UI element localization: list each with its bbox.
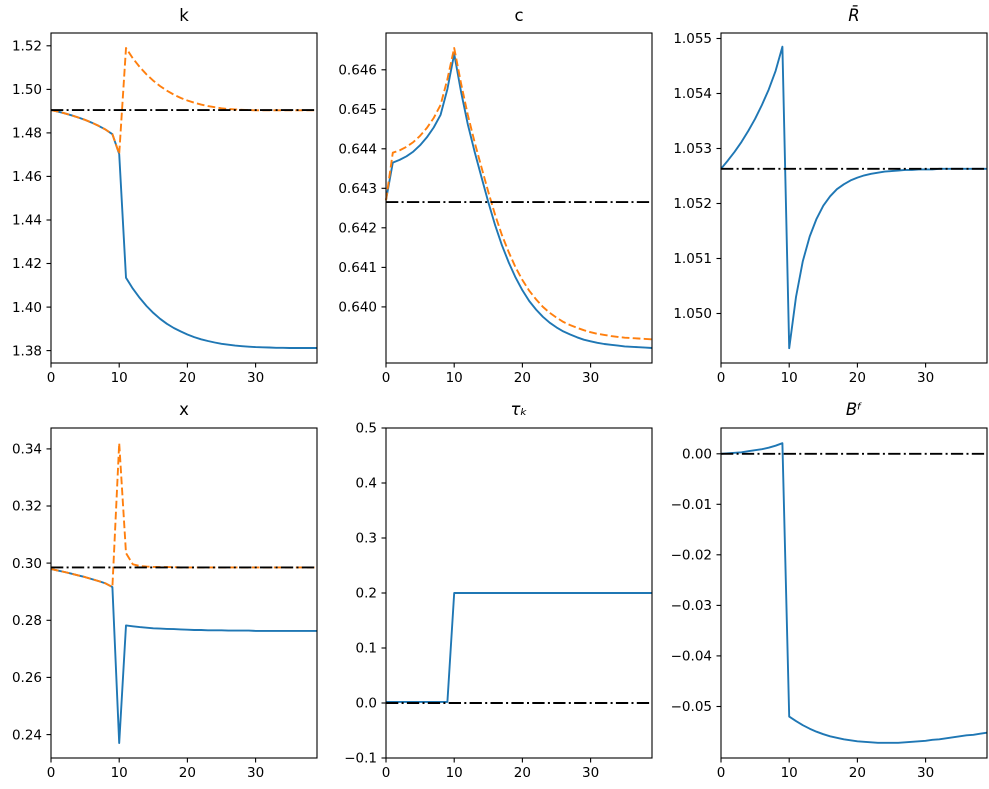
svg-text:10: 10 — [781, 765, 798, 781]
svg-text:0: 0 — [717, 765, 726, 781]
svg-text:0.0: 0.0 — [356, 696, 377, 712]
svg-text:10: 10 — [111, 765, 128, 781]
svg-text:1.050: 1.050 — [673, 306, 712, 322]
svg-text:0.4: 0.4 — [356, 476, 377, 492]
svg-text:30: 30 — [247, 370, 264, 386]
svg-text:0.24: 0.24 — [12, 727, 42, 743]
svg-text:30: 30 — [917, 765, 934, 781]
plot-title-tauk: τₖ — [510, 400, 528, 419]
svg-text:0.28: 0.28 — [12, 613, 42, 629]
svg-text:0.00: 0.00 — [682, 446, 712, 462]
svg-text:10: 10 — [781, 370, 798, 386]
svg-text:1.46: 1.46 — [12, 169, 42, 185]
svg-text:0.3: 0.3 — [356, 531, 377, 547]
plot-title-c: c — [514, 6, 524, 25]
svg-text:20: 20 — [849, 765, 866, 781]
subplot-bf: Bᶠ 0.00 −0.01 −0.02 −0.03 −0.04 −0.05 0 10 20 30 — [670, 394, 989, 789]
svg-text:0: 0 — [382, 370, 391, 386]
svg-text:−0.01: −0.01 — [671, 497, 712, 513]
svg-text:30: 30 — [917, 370, 934, 386]
svg-text:20: 20 — [849, 370, 866, 386]
svg-text:1.50: 1.50 — [12, 82, 42, 98]
svg-text:30: 30 — [582, 765, 599, 781]
svg-text:−0.1: −0.1 — [344, 751, 377, 767]
svg-text:20: 20 — [514, 370, 531, 386]
svg-text:0.644: 0.644 — [338, 141, 377, 157]
svg-text:0.26: 0.26 — [12, 670, 42, 686]
svg-text:−0.02: −0.02 — [671, 548, 712, 564]
svg-text:0.641: 0.641 — [338, 260, 377, 276]
svg-text:0.34: 0.34 — [12, 442, 42, 458]
svg-text:1.38: 1.38 — [12, 343, 42, 359]
svg-text:0: 0 — [382, 765, 391, 781]
plot-canvas-c: 0.640 0.641 0.642 0.643 0.644 0.645 0.646 0 10 20… — [338, 32, 653, 386]
svg-text:0.645: 0.645 — [338, 102, 377, 118]
svg-text:0.1: 0.1 — [356, 641, 377, 657]
svg-text:1.054: 1.054 — [673, 86, 712, 102]
plot-canvas-tauk: −0.1 0.0 0.1 0.2 0.3 0.4 0.5 0 10 20 30 — [344, 421, 653, 781]
svg-text:0.32: 0.32 — [12, 499, 42, 515]
subplot-k: k 1.38 1.40 1.42 1.44 1.46 1.48 1.50 1.52 0 10 20 3… — [0, 0, 335, 394]
plot-title-rbar: R̄ — [848, 6, 860, 25]
svg-text:1.053: 1.053 — [673, 141, 712, 157]
svg-text:−0.04: −0.04 — [671, 649, 712, 665]
svg-text:1.055: 1.055 — [673, 31, 712, 47]
svg-text:20: 20 — [514, 765, 531, 781]
svg-text:1.051: 1.051 — [673, 251, 712, 267]
svg-text:0.5: 0.5 — [356, 421, 377, 437]
svg-text:0.642: 0.642 — [338, 221, 377, 237]
svg-text:0.2: 0.2 — [356, 586, 377, 602]
plot-canvas-k: 1.38 1.40 1.42 1.44 1.46 1.48 1.50 1.52 0 10 20 30 — [12, 32, 318, 386]
subplot-x: x 0.24 0.26 0.28 0.30 0.32 0.34 0 10 20 30 — [0, 394, 335, 789]
svg-text:0: 0 — [47, 765, 56, 781]
svg-text:20: 20 — [179, 370, 196, 386]
plot-canvas-rbar: 1.050 1.051 1.052 1.053 1.054 1.055 0 10 20 30 — [673, 31, 988, 386]
svg-text:0.643: 0.643 — [338, 181, 377, 197]
svg-text:1.44: 1.44 — [12, 213, 42, 229]
svg-text:1.40: 1.40 — [12, 300, 42, 316]
plot-canvas-x: 0.24 0.26 0.28 0.30 0.32 0.34 0 10 20 30 — [12, 427, 318, 781]
svg-text:20: 20 — [179, 765, 196, 781]
svg-text:0.640: 0.640 — [338, 300, 377, 316]
subplot-rbar: R̄ 1.050 1.051 1.052 1.053 1.054 1.055 0 10 20 30 — [670, 0, 989, 394]
svg-text:0.30: 0.30 — [12, 556, 42, 572]
svg-text:1.052: 1.052 — [673, 196, 712, 212]
svg-text:10: 10 — [446, 765, 463, 781]
svg-text:0: 0 — [717, 370, 726, 386]
plot-title-bf: Bᶠ — [845, 400, 863, 419]
svg-text:30: 30 — [582, 370, 599, 386]
svg-text:1.48: 1.48 — [12, 126, 42, 142]
svg-text:30: 30 — [247, 765, 264, 781]
plot-title-x: x — [179, 400, 189, 419]
subplot-tauk: τₖ −0.1 0.0 0.1 0.2 0.3 0.4 0.5 0 10 20 30 — [335, 394, 670, 789]
plot-canvas-bf: 0.00 −0.01 −0.02 −0.03 −0.04 −0.05 0 10 20 30 — [671, 427, 988, 781]
svg-text:10: 10 — [111, 370, 128, 386]
svg-text:−0.03: −0.03 — [671, 598, 712, 614]
subplot-c: c 0.640 0.641 0.642 0.643 0.644 0.645 0.646 0 10… — [335, 0, 670, 394]
svg-text:10: 10 — [446, 370, 463, 386]
svg-text:−0.05: −0.05 — [671, 699, 712, 715]
svg-text:0: 0 — [47, 370, 56, 386]
plot-title-k: k — [179, 6, 189, 25]
svg-text:1.52: 1.52 — [12, 39, 42, 55]
svg-text:0.646: 0.646 — [338, 62, 377, 78]
svg-text:1.42: 1.42 — [12, 256, 42, 272]
